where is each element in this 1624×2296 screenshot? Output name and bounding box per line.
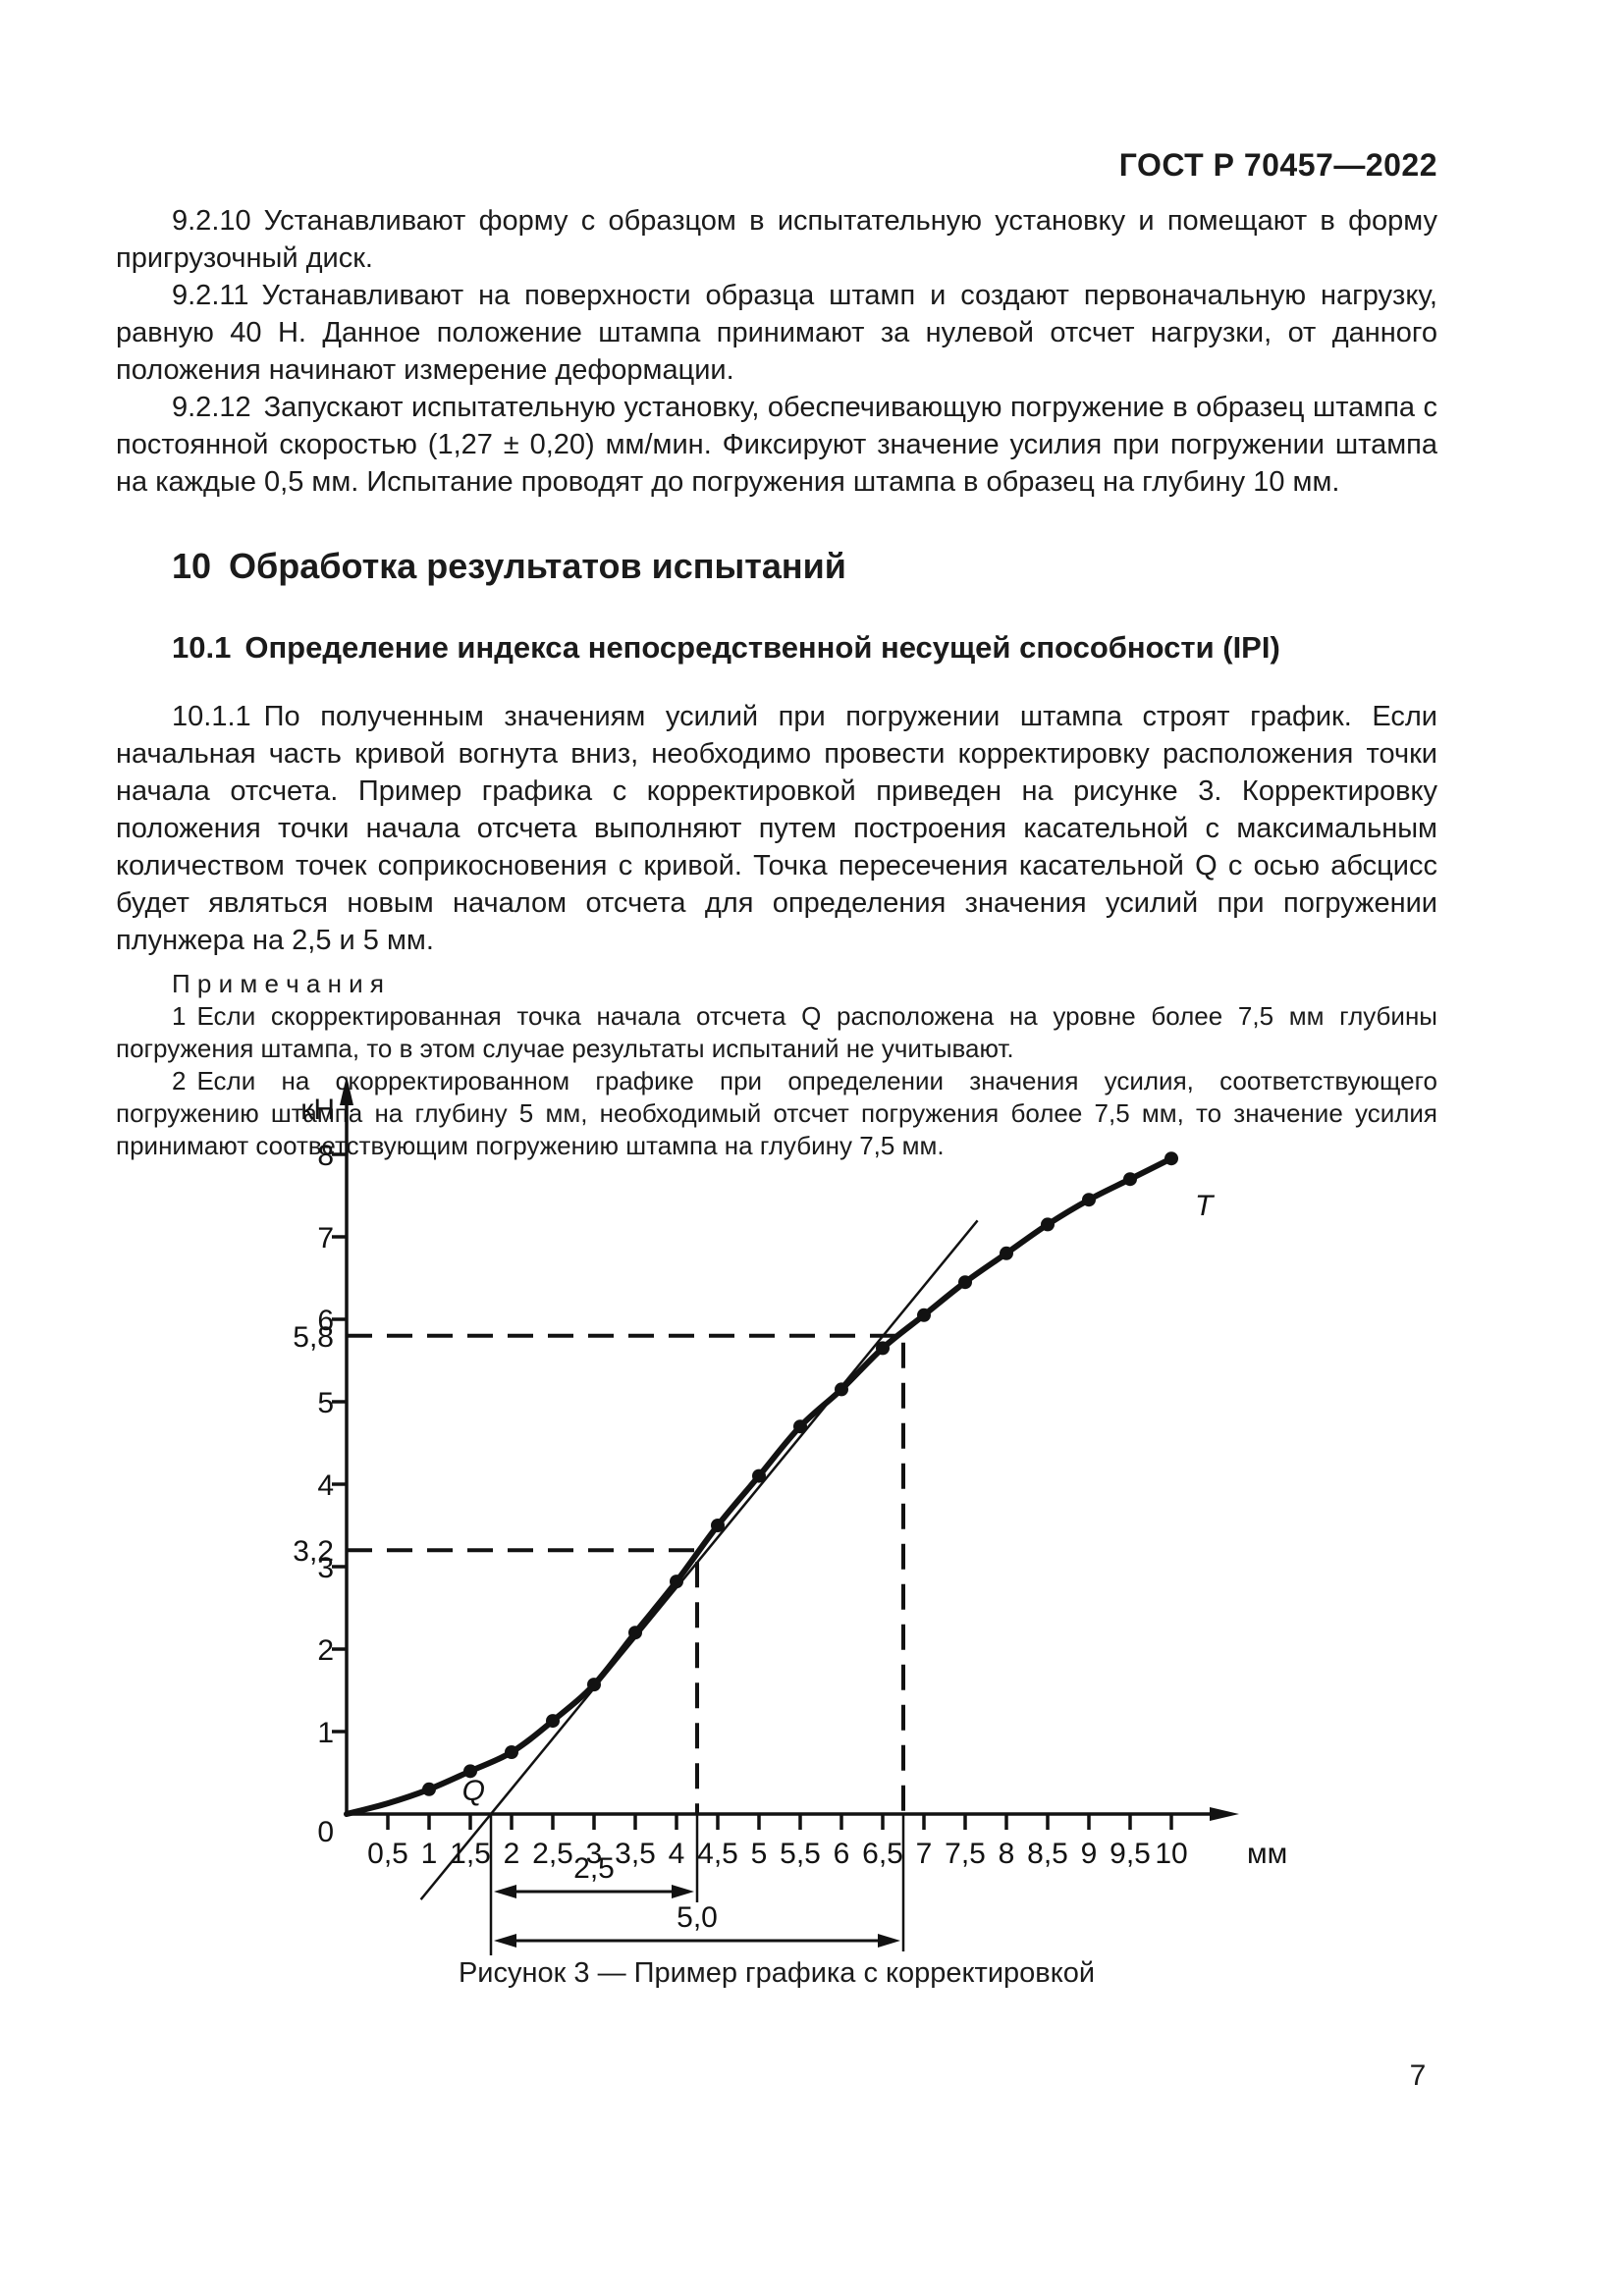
- svg-text:5: 5: [751, 1838, 768, 1870]
- svg-text:7: 7: [317, 1222, 334, 1255]
- body-text-block: 9.2.10 Устанавливают форму с образцом в и…: [116, 202, 1437, 1162]
- paragraph-number: 9.2.10: [172, 205, 251, 237]
- svg-text:4: 4: [669, 1838, 685, 1870]
- chart-dashed-guides: 3,2 5,8: [293, 1321, 905, 1814]
- section-number: 10: [172, 546, 212, 586]
- paragraph-number: 9.2.11: [172, 280, 249, 311]
- subsection-title: Определение индекса непосредственной нес…: [244, 630, 1280, 665]
- svg-text:2,5: 2,5: [573, 1852, 615, 1885]
- note-item-2: 2 Если на скорректированном графике при о…: [116, 1065, 1437, 1162]
- svg-text:5,8: 5,8: [293, 1321, 334, 1354]
- svg-text:10: 10: [1155, 1838, 1187, 1870]
- paragraph-text: Устанавливают на поверхности образца шта…: [116, 280, 1437, 386]
- svg-text:3: 3: [317, 1552, 334, 1584]
- paragraph-text: По полученным значениям усилий при погру…: [116, 701, 1437, 956]
- svg-text:2: 2: [317, 1634, 334, 1667]
- svg-text:3: 3: [586, 1838, 603, 1870]
- paragraph-number: 9.2.12: [172, 392, 251, 423]
- figure-3-chart: 3,2 5,8 1 2 3 4 5 6 7 8 0,5 1 1,5 2 2,5 3 3,5 4 4,5 5 5,5 6 6…: [0, 1070, 1624, 2012]
- notes-label: П р и м е ч а н и я: [172, 969, 384, 998]
- svg-text:9,5: 9,5: [1110, 1838, 1151, 1870]
- subsection-number: 10.1: [172, 630, 232, 665]
- svg-text:8: 8: [999, 1838, 1015, 1870]
- svg-text:9: 9: [1081, 1838, 1098, 1870]
- svg-text:5,5: 5,5: [780, 1838, 821, 1870]
- svg-text:7,5: 7,5: [945, 1838, 986, 1870]
- section-title: Обработка результатов испытаний: [229, 546, 846, 586]
- svg-text:2: 2: [504, 1838, 520, 1870]
- svg-text:кН: кН: [300, 1094, 335, 1126]
- notes-block: П р и м е ч а н и я 1 Если скорректирован…: [116, 968, 1437, 1162]
- svg-text:6,5: 6,5: [862, 1838, 903, 1870]
- chart-tangent-line: Q: [419, 1219, 979, 1900]
- svg-text:5,0: 5,0: [677, 1901, 718, 1934]
- section-heading-10: 10 Обработка результатов испытаний: [116, 546, 1437, 587]
- svg-text:1: 1: [317, 1717, 334, 1749]
- note-text: Если на скорректированном графике при оп…: [116, 1066, 1437, 1160]
- chart-axes: 1 2 3 4 5 6 7 8 0,5 1 1,5 2 2,5 3 3,5 4 4,5 5 5,5 6 6,5 7 7,5 8…: [300, 1076, 1287, 1870]
- svg-text:4: 4: [317, 1469, 334, 1502]
- svg-text:1,5: 1,5: [450, 1838, 491, 1870]
- svg-text:3,5: 3,5: [615, 1838, 656, 1870]
- svg-text:0,5: 0,5: [367, 1838, 408, 1870]
- svg-text:8: 8: [317, 1140, 334, 1172]
- document-header: ГОСТ Р 70457—2022: [1118, 147, 1437, 183]
- note-number: 2: [172, 1066, 187, 1095]
- paragraph-10-1-1: 10.1.1 По полученным значениям усилий при…: [116, 698, 1437, 959]
- svg-text:T: T: [1195, 1190, 1216, 1222]
- figure-caption: Рисунок 3 — Пример графика с корректиров…: [458, 1957, 1096, 1989]
- svg-text:1: 1: [421, 1838, 438, 1870]
- subsection-heading-10-1: 10.1 Определение индекса непосредственной…: [116, 630, 1437, 666]
- svg-text:0: 0: [317, 1816, 334, 1848]
- paragraph-9-2-10: 9.2.10 Устанавливают форму с образцом в и…: [116, 202, 1437, 277]
- svg-text:3,2: 3,2: [293, 1535, 334, 1568]
- svg-text:мм: мм: [1247, 1838, 1287, 1870]
- svg-text:2,5: 2,5: [532, 1838, 573, 1870]
- chart-curve-series: T: [344, 1151, 1216, 1817]
- svg-text:6: 6: [834, 1838, 850, 1870]
- note-number: 1: [172, 1001, 187, 1031]
- svg-text:8,5: 8,5: [1027, 1838, 1068, 1870]
- paragraph-9-2-11: 9.2.11 Устанавливают на поверхности образ…: [116, 277, 1437, 389]
- svg-text:6: 6: [317, 1305, 334, 1337]
- paragraph-text: Устанавливают форму с образцом в испытат…: [116, 205, 1437, 274]
- svg-text:5: 5: [317, 1387, 334, 1419]
- paragraph-number: 10.1.1: [172, 701, 251, 732]
- svg-text:7: 7: [916, 1838, 933, 1870]
- chart-dimension-arrows: 2,5 5,0: [489, 1814, 905, 1955]
- page-number: 7: [1409, 2059, 1427, 2092]
- svg-text:4,5: 4,5: [697, 1838, 738, 1870]
- svg-text:Q: Q: [462, 1775, 485, 1807]
- note-item-1: 1 Если скорректированная точка начала отс…: [116, 1000, 1437, 1065]
- paragraph-9-2-12: 9.2.12 Запускают испытательную установку,…: [116, 389, 1437, 501]
- note-text: Если скорректированная точка начала отсч…: [116, 1001, 1437, 1063]
- paragraph-text: Запускают испытательную установку, обесп…: [116, 392, 1437, 498]
